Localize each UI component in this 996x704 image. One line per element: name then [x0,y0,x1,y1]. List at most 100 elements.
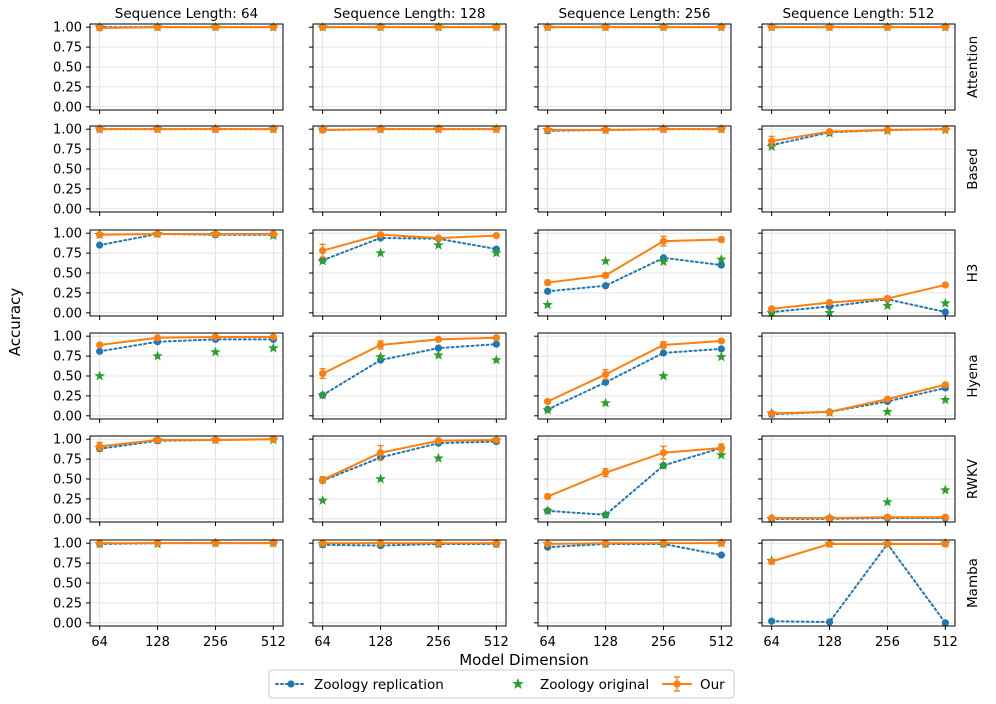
y-tick-label: 0.00 [53,616,82,631]
ours-point [941,540,949,548]
y-tick-label: 0.50 [53,370,82,385]
series-our-line [99,232,274,236]
legend-marker-replication [287,680,295,688]
x-tick-label: 64 [314,635,331,650]
series-our-line [322,438,497,481]
series-our-line [99,335,274,346]
ours-point [211,436,220,444]
replication-point [601,282,610,290]
y-tick-label: 0.75 [53,143,82,158]
panel-r4-c0: 0.00 0.25 0.50 0.75 1.00 [53,433,284,527]
ours-point [544,397,552,406]
y-tick-label: 1.00 [53,123,82,138]
replication-point [717,345,725,353]
ours-point [434,125,443,133]
panel-r5-c2: 64 128 256 512 [534,537,734,650]
ours-point [941,381,949,389]
series-our-line [322,233,497,252]
ours-point [492,125,500,133]
ours-point [768,514,776,522]
original-point [375,473,386,484]
ours-point [434,335,443,343]
ours-point [96,231,104,239]
ours-point [659,449,668,457]
replication-point [717,551,725,559]
ours-point [211,125,220,133]
original-point [317,255,328,266]
original-point [210,346,221,357]
ours-point [319,370,327,378]
x-tick-label: 128 [817,635,842,650]
ours-point [601,370,610,379]
legend-box [268,669,735,699]
original-point [542,404,553,415]
original-point [882,406,893,417]
panel-r4-c3: RWKV [758,435,981,526]
ours-point [825,408,834,416]
y-tick-label: 0.25 [53,182,82,197]
series-our-line [771,383,946,415]
ours-point [492,539,500,547]
original-point [375,351,386,362]
original-point [433,349,444,360]
replication-point [601,378,610,386]
row-label: RWKV [965,458,981,499]
panel-r0-c0: 0.00 0.25 0.50 0.75 1.00 Sequence Length: 64 [53,6,284,115]
ours-point [717,539,725,547]
y-tick-label: 0.50 [53,267,82,282]
panel-grid: 0.00 0.25 0.50 0.75 1.00 Sequence Length: 64 S… [53,6,981,650]
series-our-line [99,438,274,448]
original-point [375,247,386,258]
x-tick-label: 64 [763,635,780,650]
ours-point [883,513,892,521]
original-point [716,253,727,264]
ours-point [768,409,776,418]
y-tick-label: 1.00 [53,21,82,36]
replication-point [825,618,834,626]
original-point [433,239,444,250]
original-point [317,495,328,505]
ours-point [717,444,725,452]
x-tick-label: 512 [261,635,286,650]
panel-r3-c1 [309,332,507,423]
replication-point [96,241,104,249]
y-tick-label: 0.00 [53,512,82,527]
original-point [658,256,669,267]
ours-point [941,513,949,521]
ours-point [434,437,443,445]
series-our-line [322,128,497,131]
series-our-line [547,542,722,545]
ours-point [601,539,610,547]
x-tick-label: 256 [426,635,451,650]
original-point [542,505,553,516]
ours-point [319,126,327,134]
series-zoology-replication-line [321,542,498,547]
ours-point [269,23,277,31]
replication-point [941,619,949,627]
ours-point [319,476,327,484]
ours-point [153,230,162,238]
x-tick-label: 512 [709,635,734,650]
y-tick-label: 0.00 [53,409,82,424]
legend: Zoology replication Zoology original Our [268,669,735,699]
series-our-line [771,542,946,563]
ours-point [941,23,949,31]
legend-label-ours: Our [700,677,725,693]
ours-point [717,235,725,244]
y-tick-label: 0.00 [53,306,82,321]
row-label: Based [965,148,981,189]
replication-point [768,617,776,625]
replication-point [434,344,443,352]
panel-r2-c3: H3 [758,229,981,320]
ours-point [717,337,725,345]
ours-point [768,137,776,145]
ours-point [96,24,104,32]
original-point [491,354,502,365]
original-point [658,459,669,470]
ours-point [211,539,220,547]
series-zoology-replication-line [546,347,723,411]
ours-point [883,23,892,31]
ours-point [717,125,725,133]
legend-marker-original [512,678,524,689]
y-tick-label: 1.00 [53,330,82,345]
